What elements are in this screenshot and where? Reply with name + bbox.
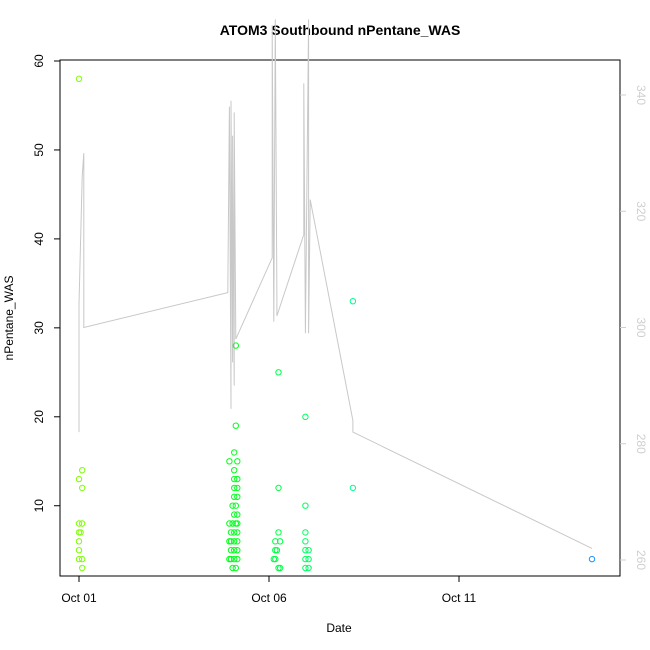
data-point <box>272 555 279 563</box>
x-axis: Oct 01 Oct 06 Oct 11 <box>61 576 477 605</box>
y2-tick-label: 320 <box>634 201 648 221</box>
data-point <box>234 538 241 545</box>
y-tick-label: 60 <box>32 54 46 68</box>
data-point <box>75 555 83 563</box>
data-point <box>234 458 241 465</box>
data-point <box>77 529 84 536</box>
x-tick-label: Oct 11 <box>442 591 477 605</box>
data-point <box>302 413 309 420</box>
x-tick-label: Oct 06 <box>251 591 287 605</box>
data-point <box>305 564 312 572</box>
data-point <box>234 484 241 492</box>
y-tick-label: 20 <box>32 410 46 424</box>
data-point <box>231 547 238 554</box>
data-point <box>349 298 357 305</box>
data-point <box>275 529 282 536</box>
data-point <box>232 502 240 509</box>
y-axis-right: 260 280 300 320 340 <box>620 85 648 570</box>
data-point <box>272 538 279 545</box>
data-point <box>234 547 241 554</box>
data-point <box>79 484 86 492</box>
y-tick-label: 30 <box>32 321 46 335</box>
line-series <box>78 19 593 549</box>
data-point <box>229 564 236 572</box>
y-axis-left: 10 20 30 40 50 60 <box>32 54 60 512</box>
line-series-layer <box>78 19 593 549</box>
data-point <box>302 538 309 545</box>
data-point <box>275 369 282 376</box>
data-point <box>302 555 309 563</box>
data-point <box>305 555 312 563</box>
data-point <box>75 520 83 527</box>
data-point <box>79 564 86 572</box>
data-point <box>302 547 309 554</box>
data-point <box>232 422 240 429</box>
data-point <box>276 538 284 545</box>
data-point <box>302 502 309 509</box>
x-tick-label: Oct 01 <box>61 591 97 605</box>
data-point <box>75 475 83 483</box>
data-point <box>231 511 238 518</box>
data-point <box>275 484 282 492</box>
data-point <box>227 555 235 563</box>
data-point <box>234 511 241 518</box>
data-point <box>302 564 309 572</box>
plot-box <box>59 59 621 577</box>
data-point <box>75 547 83 554</box>
data-point <box>231 493 238 500</box>
data-point <box>231 475 238 483</box>
data-point <box>231 529 238 536</box>
data-point <box>588 555 596 563</box>
y2-tick-label: 280 <box>634 434 648 454</box>
y2-tick-label: 340 <box>634 85 648 105</box>
data-point <box>234 475 241 483</box>
data-point <box>227 538 235 545</box>
data-point <box>302 529 309 536</box>
data-point <box>234 529 241 536</box>
data-point <box>273 547 281 554</box>
y-tick-label: 40 <box>32 232 46 246</box>
data-point <box>231 484 238 492</box>
data-point <box>305 547 312 554</box>
data-point <box>234 555 241 563</box>
data-point <box>75 538 83 545</box>
data-point <box>234 520 241 527</box>
data-point <box>231 538 238 545</box>
point-series-layer <box>75 75 596 572</box>
data-point <box>229 502 236 509</box>
data-point <box>234 493 241 500</box>
data-point <box>231 467 238 474</box>
data-point <box>226 520 233 527</box>
data-point <box>79 520 86 527</box>
data-point <box>349 484 357 492</box>
data-point <box>75 75 83 83</box>
data-point <box>229 520 236 527</box>
data-point <box>226 458 233 465</box>
data-point <box>231 555 238 563</box>
y-axis-label: nPentane_WAS <box>2 276 16 361</box>
data-point <box>232 564 240 572</box>
y-tick-label: 50 <box>32 143 46 157</box>
x-axis-label: Date <box>326 621 352 635</box>
y2-tick-label: 300 <box>634 317 648 337</box>
chart-title: ATOM3 Southbound nPentane_WAS <box>220 22 461 38</box>
data-point <box>276 564 284 572</box>
data-point <box>231 449 238 456</box>
y2-tick-label: 260 <box>634 550 648 570</box>
data-point <box>227 529 235 536</box>
data-point <box>79 555 86 563</box>
y-tick-label: 10 <box>32 499 46 513</box>
data-point <box>232 342 240 349</box>
data-point <box>227 547 235 554</box>
data-point <box>79 467 86 474</box>
